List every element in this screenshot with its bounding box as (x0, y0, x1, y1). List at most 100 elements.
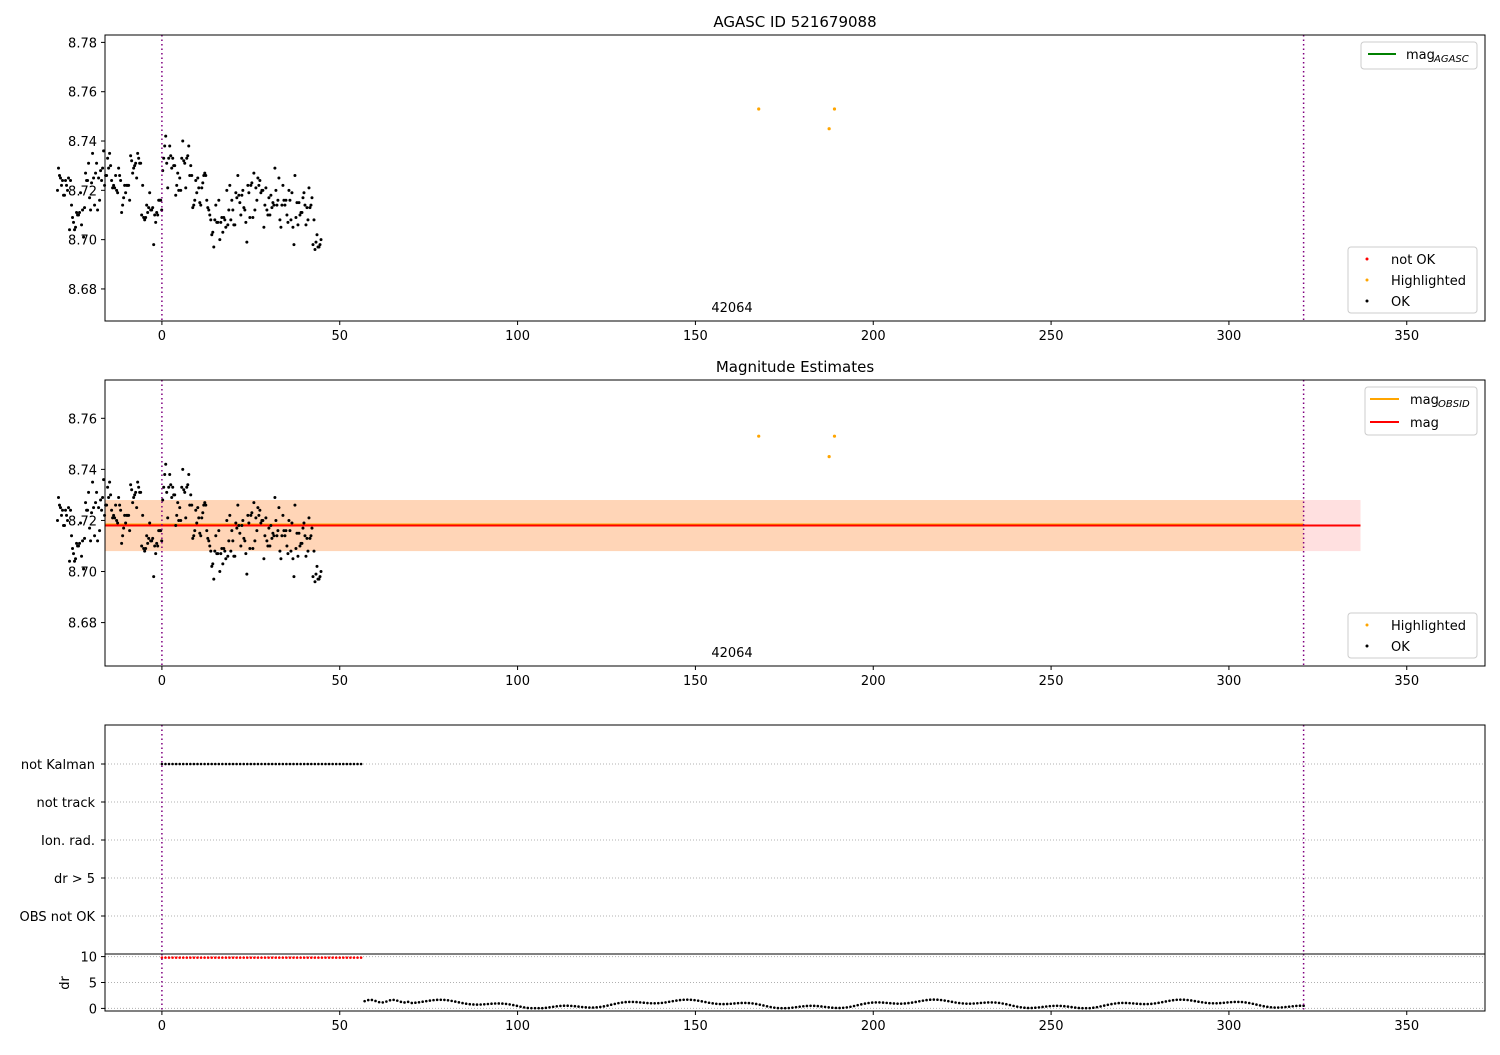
panel1-ok-point (237, 193, 241, 197)
panel2-ok-point (150, 539, 154, 543)
panel1-ok-point (173, 164, 177, 168)
panel2-ok-point (75, 541, 79, 545)
panel4-dr-point (751, 1002, 754, 1005)
panel2-ok-point (115, 518, 119, 522)
panel4-xtick-label: 0 (158, 1019, 166, 1034)
panel3-not-kalman-point (334, 762, 338, 766)
panel4-dr-point (950, 1000, 954, 1004)
panel4-dr-point (1229, 1000, 1233, 1004)
panel1-ok-point (178, 176, 182, 180)
panel4-xtick-label: 250 (1039, 1019, 1064, 1034)
panel4-dr-point (1218, 1001, 1222, 1005)
panel1-ok-point (184, 186, 188, 190)
panel1-ok-point (70, 203, 74, 207)
panel1-ok-point (162, 156, 166, 160)
panel1-xtick-label: 100 (505, 329, 530, 344)
panel4-dr-point (385, 1000, 388, 1003)
panel2-ok-point (207, 539, 211, 543)
panel1-ok-point (287, 188, 291, 192)
panel1-ok-point (302, 191, 306, 195)
panel4-dr-point (1048, 1004, 1052, 1008)
panel4-dr-point (1171, 998, 1175, 1002)
panel1-ok-point (309, 203, 313, 207)
panel4-dr-point (689, 998, 693, 1002)
panel1-ok-point (236, 174, 240, 178)
panel4-dr-point (646, 1001, 649, 1005)
panel4-high-dr-point (317, 956, 320, 959)
panel4-dr-point (979, 1001, 983, 1005)
panel1-ok-point (198, 201, 202, 205)
panel2-xtick-label: 300 (1217, 674, 1242, 689)
panel4-dr-point (729, 1002, 733, 1006)
panel2-ok-point (199, 534, 203, 538)
panel1-ok-point (78, 211, 82, 215)
panel4-dr-point (613, 1002, 617, 1006)
panel1-ok-point (246, 183, 250, 187)
panel4-dr-point (519, 1005, 522, 1008)
panel4-dr-point (925, 998, 928, 1002)
panel2-ok-point (160, 539, 164, 543)
panel4-high-dr-point (181, 956, 185, 959)
panel4-dr-point (1266, 1005, 1269, 1009)
panel4-dr-point (573, 1004, 577, 1008)
panel2-ok-point (257, 513, 261, 517)
panel4-dr-point (1026, 1006, 1030, 1010)
panel4-high-dr-point (313, 956, 317, 959)
panel4-dr-point (392, 998, 395, 1002)
panel4-dr-point (1030, 1006, 1034, 1010)
panel2-ok-point (66, 518, 70, 522)
panel4-dr-point (870, 1001, 874, 1004)
panel4-high-dr-point (178, 956, 181, 959)
panel4-dr-point (820, 1005, 823, 1008)
panel1-legend-ok-marker (1365, 299, 1369, 303)
panel4-dr-point (1070, 1005, 1073, 1009)
panel1-ok-point (154, 220, 158, 224)
panel4-high-dr-point (249, 956, 253, 959)
panel2-ok-point (304, 554, 308, 558)
panel3-not-kalman-point (189, 762, 192, 766)
panel4-grid (105, 956, 1485, 1009)
panel2-legend-ok-label: OK (1391, 640, 1410, 655)
panel4-dr-point (1157, 1001, 1160, 1005)
panel2-ok-point (56, 518, 59, 522)
panel4-dr-point (526, 1006, 530, 1010)
panel4-dr-point (435, 998, 439, 1002)
panel2-ok-point (315, 564, 319, 568)
panel4-dr-point (410, 1001, 414, 1005)
panel1-legend-ok-label: OK (1391, 295, 1410, 310)
panel4-dr-point (983, 1001, 986, 1004)
panel1-ok-point (127, 183, 131, 187)
panel3-not-kalman-point (320, 762, 324, 766)
panel4-dr-point (377, 1000, 381, 1004)
panel2-ok-point (274, 518, 278, 522)
panel4-dr-point (910, 1001, 914, 1004)
panel1-ok-point (265, 208, 269, 212)
panel3-not-kalman-point (359, 762, 363, 766)
panel1-legend-highlighted-marker (1365, 278, 1369, 282)
panel4-high-dr-point (306, 956, 310, 959)
panel1-ok-point (274, 188, 278, 192)
panel4-high-dr-point (302, 956, 306, 959)
panel4-dr-point (417, 1000, 421, 1004)
panel4-dr-point (914, 1000, 917, 1004)
panel2-ok-point (254, 516, 258, 520)
panel4-dr-point (671, 999, 675, 1003)
panel4-dr-point (1258, 1004, 1262, 1007)
panel2-ok-point (313, 580, 317, 584)
panel1-ok-point (87, 161, 91, 165)
panel4-dr-point (863, 1002, 867, 1005)
panel2-ok-point (251, 547, 255, 551)
panel2-xtick-label: 150 (683, 674, 708, 689)
panel1-ok-point (194, 178, 198, 182)
panel1-ytick-label: 8.68 (68, 283, 97, 298)
panel4-dr-point (1153, 1002, 1157, 1005)
panel1-xtick-label: 50 (331, 329, 348, 344)
panel2-ok-point (114, 503, 118, 507)
panel1-ok-point (190, 174, 194, 178)
panel2-ok-point (303, 534, 307, 538)
panel1-ok-point (180, 156, 184, 160)
panel1-ok-point (314, 240, 318, 244)
panel2-ok-point (184, 516, 188, 520)
panel2-ytick-label: 8.76 (68, 412, 97, 427)
panel1-xtick-label: 0 (158, 329, 166, 344)
